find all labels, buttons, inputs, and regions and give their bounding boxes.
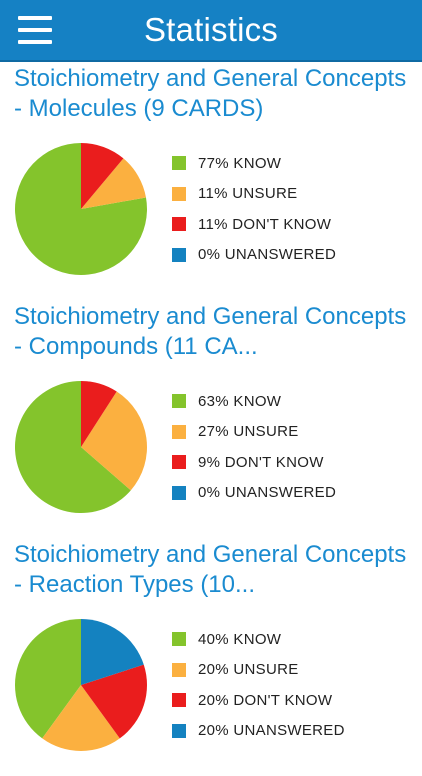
unsure-swatch (172, 662, 186, 677)
legend-label: 0% UNANSWERED (198, 246, 337, 264)
legend-item-unanswered: 20% UNANSWERED (172, 716, 345, 747)
legend-label: 11% UNSURE (198, 185, 298, 203)
legend: 77% KNOW 11% UNSURE 11% DON'T KNOW 0% UN… (172, 148, 336, 270)
unanswered-swatch (172, 247, 186, 262)
deck-title: Stoichiometry and General Concepts - Com… (14, 303, 407, 360)
pie-chart-molecules (14, 143, 147, 275)
legend-label: 40% KNOW (198, 630, 282, 648)
pie-slice-unanswered (81, 619, 144, 685)
know-swatch (172, 632, 186, 647)
legend: 40% KNOW 20% UNSURE 20% DON'T KNOW 20% U… (172, 624, 345, 746)
legend-item-unanswered: 0% UNANSWERED (172, 478, 336, 509)
deck-stats-compounds[interactable]: Stoichiometry and General Concepts - Com… (0, 300, 422, 538)
deck-title: Stoichiometry and General Concepts - Rea… (14, 541, 407, 598)
pie-slice-dont-know (81, 143, 124, 209)
legend-label: 20% UNANSWERED (198, 722, 345, 740)
pie-slice-dont-know (81, 381, 117, 447)
legend-item-unsure: 27% UNSURE (172, 417, 336, 448)
legend-item-unsure: 11% UNSURE (172, 179, 336, 210)
legend-item-know: 40% KNOW (172, 624, 345, 655)
legend-label: 9% DON'T KNOW (198, 453, 324, 471)
legend-item-unanswered: 0% UNANSWERED (172, 240, 336, 271)
legend-item-dont-know: 20% DON'T KNOW (172, 685, 345, 716)
unsure-swatch (172, 186, 186, 201)
legend-label: 77% KNOW (198, 154, 282, 172)
legend-label: 20% DON'T KNOW (198, 691, 333, 709)
legend-item-dont-know: 11% DON'T KNOW (172, 209, 336, 240)
deck-title: Stoichiometry and General Concepts - Mol… (14, 65, 407, 122)
legend-item-dont-know: 9% DON'T KNOW (172, 447, 336, 478)
pie-slice-know (14, 143, 147, 275)
pie-slice-know (14, 619, 81, 739)
menu-bar (18, 40, 52, 44)
legend-label: 0% UNANSWERED (198, 484, 337, 502)
legend-item-know: 63% KNOW (172, 386, 336, 417)
unanswered-swatch (172, 485, 186, 500)
hamburger-menu-icon[interactable] (18, 16, 52, 44)
know-swatch (172, 394, 186, 409)
legend-item-unsure: 20% UNSURE (172, 655, 345, 686)
app-header: Statistics (0, 0, 422, 62)
pie-slice-know (14, 381, 131, 513)
pie-slice-dont-know (81, 664, 148, 739)
legend-item-know: 77% KNOW (172, 148, 336, 179)
legend-label: 63% KNOW (198, 392, 282, 410)
pie-slice-unsure (81, 391, 147, 491)
pie-slice-unsure (42, 685, 120, 752)
legend: 63% KNOW 27% UNSURE 9% DON'T KNOW 0% UNA… (172, 386, 336, 508)
deck-stats-molecules[interactable]: Stoichiometry and General Concepts - Mol… (0, 62, 422, 300)
dont-know-swatch (172, 693, 186, 708)
pie-slice-unsure (81, 158, 146, 209)
pie-chart-reaction-types (14, 619, 148, 752)
menu-bar (18, 28, 52, 32)
dont-know-swatch (172, 217, 186, 232)
pie-chart-compounds (14, 381, 147, 513)
unsure-swatch (172, 424, 186, 439)
stats-list: Stoichiometry and General Concepts - Mol… (0, 62, 422, 776)
know-swatch (172, 156, 186, 171)
legend-label: 11% DON'T KNOW (198, 215, 332, 233)
legend-label: 27% UNSURE (198, 423, 299, 441)
unanswered-swatch (172, 723, 186, 738)
legend-label: 20% UNSURE (198, 661, 299, 679)
dont-know-swatch (172, 455, 186, 470)
menu-bar (18, 16, 52, 20)
page-title: Statistics (143, 11, 279, 48)
deck-stats-reaction-types[interactable]: Stoichiometry and General Concepts - Rea… (0, 538, 422, 776)
